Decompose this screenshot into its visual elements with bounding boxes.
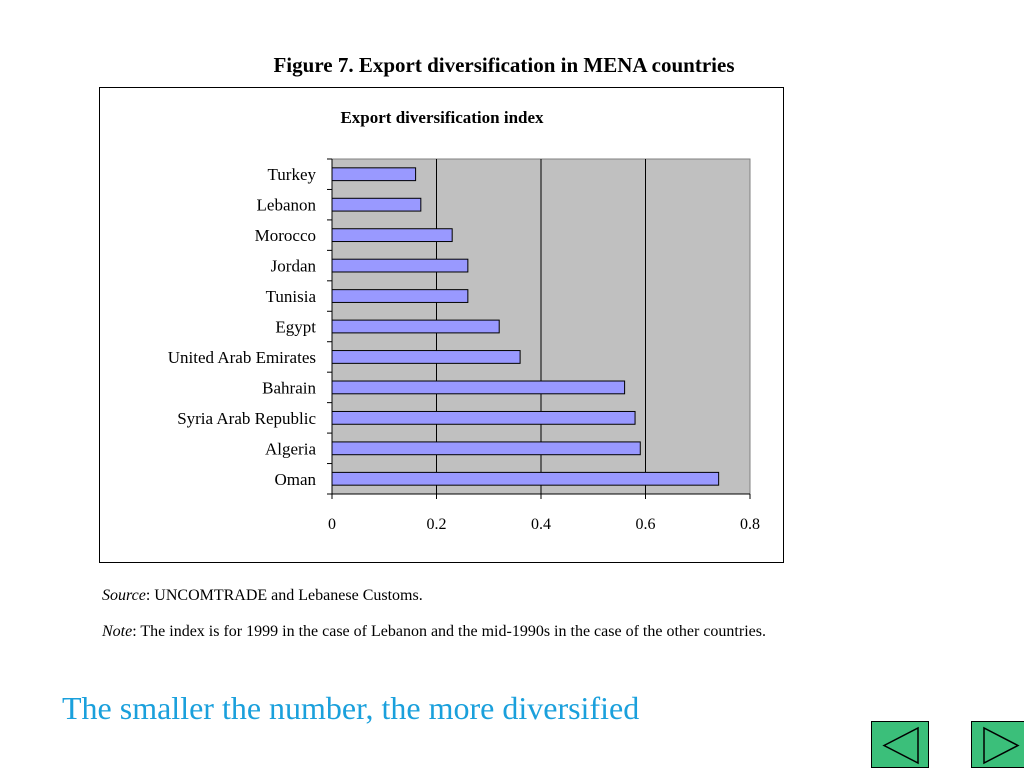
bar [331, 197, 422, 212]
bar [331, 289, 469, 303]
category-label: Jordan [271, 257, 317, 276]
note-line: Note: The index is for 1999 in the case … [102, 623, 766, 641]
category-label: Turkey [268, 165, 317, 184]
bar [331, 471, 720, 486]
category-label: Algeria [265, 439, 316, 458]
bar-chart: Export diversification index 0 0.2 0.4 0.6 0.… [168, 108, 760, 533]
source-label: Source [102, 587, 146, 604]
caption: The smaller the number, the more diversi… [62, 690, 640, 726]
category-label: United Arab Emirates [168, 348, 316, 367]
next-slide-button[interactable] [971, 721, 1024, 768]
right-triangle-icon [983, 726, 1020, 765]
source-text: : UNCOMTRADE and Lebanese Customs. [145, 587, 423, 604]
x-tick-label: 0.6 [636, 516, 656, 533]
figure-title: Figure 7. Export diversification in MENA… [273, 53, 735, 77]
category-label: Morocco [255, 226, 316, 245]
note-label: Note [102, 623, 133, 640]
category-label: Syria Arab Republic [177, 409, 316, 428]
note-text: : The index is for 1999 in the case of L… [132, 623, 766, 640]
bar [331, 167, 417, 182]
bar [331, 228, 453, 243]
x-tick-label: 0.8 [740, 516, 760, 533]
bar [331, 380, 626, 395]
category-label: Egypt [275, 318, 316, 337]
bar [331, 410, 636, 425]
category-label: Tunisia [266, 287, 317, 306]
category-label: Lebanon [257, 196, 317, 215]
x-tick-label: 0 [328, 516, 336, 533]
previous-slide-button[interactable] [871, 721, 929, 768]
x-tick-label: 0.2 [427, 516, 447, 533]
bar [331, 441, 641, 456]
bar [331, 258, 469, 273]
bar [331, 350, 521, 364]
x-tick-label: 0.4 [531, 516, 551, 533]
category-label: Bahrain [262, 378, 316, 397]
chart-frame: Export diversification index 0 0.2 0.4 0.6 0.… [99, 87, 784, 563]
chart-title: Export diversification index [340, 108, 544, 127]
category-label: Oman [274, 470, 316, 489]
source-line: Source: UNCOMTRADE and Lebanese Customs. [102, 587, 423, 605]
bar [331, 319, 500, 334]
left-triangle-icon [882, 726, 919, 765]
